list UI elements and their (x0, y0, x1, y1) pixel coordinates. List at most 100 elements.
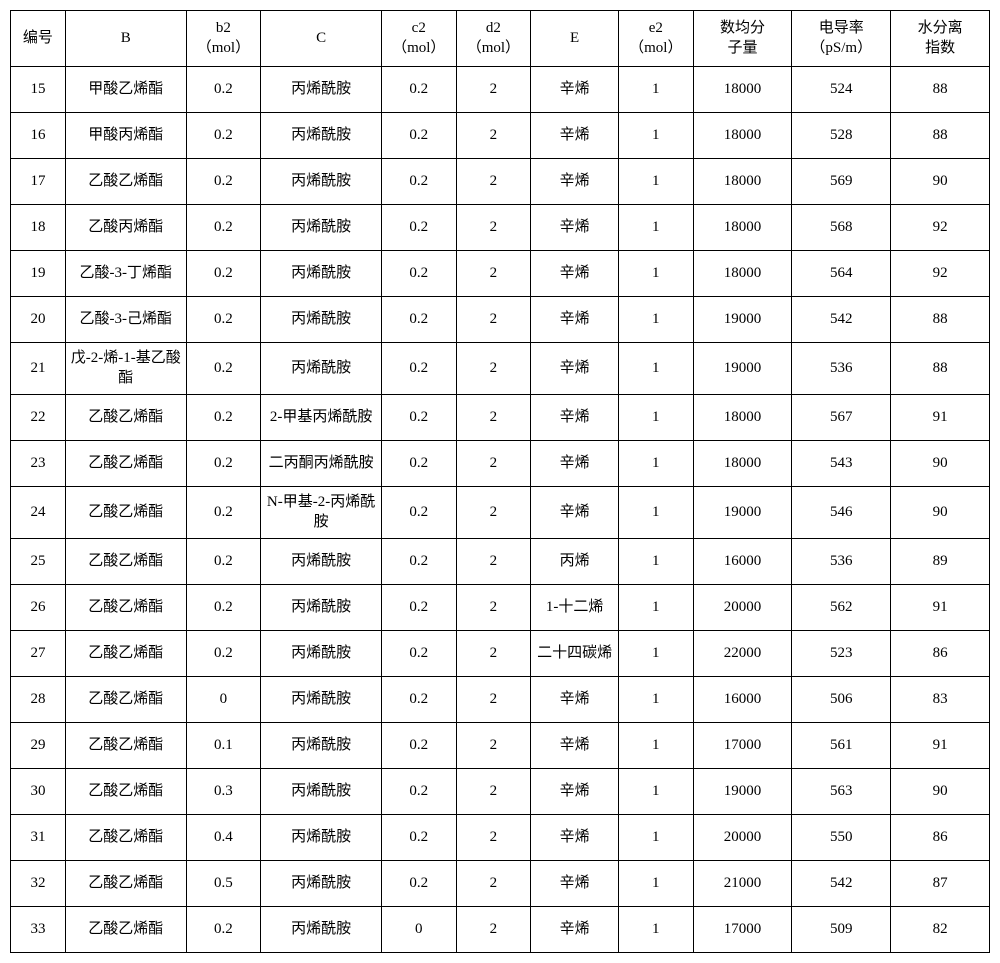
table-cell: 20000 (693, 815, 792, 861)
table-cell: 542 (792, 297, 891, 343)
header-e2: e2 （mol） (618, 11, 693, 67)
table-cell: 524 (792, 67, 891, 113)
table-cell: 1 (618, 251, 693, 297)
table-cell: 18000 (693, 67, 792, 113)
table-cell: 26 (11, 585, 66, 631)
table-cell: 2 (456, 677, 531, 723)
table-cell: 1 (618, 113, 693, 159)
table-cell: 辛烯 (531, 441, 619, 487)
table-cell: 87 (891, 861, 990, 907)
table-cell: 0.2 (381, 395, 456, 441)
table-cell: 0.2 (186, 251, 261, 297)
header-mw: 数均分 子量 (693, 11, 792, 67)
table-cell: 辛烯 (531, 907, 619, 953)
table-cell: 0.2 (186, 343, 261, 395)
table-cell: 91 (891, 585, 990, 631)
table-cell: 15 (11, 67, 66, 113)
table-cell: 0.2 (186, 487, 261, 539)
table-cell: 1 (618, 343, 693, 395)
header-E: E (531, 11, 619, 67)
header-num: 编号 (11, 11, 66, 67)
table-cell: 2 (456, 441, 531, 487)
table-cell: 辛烯 (531, 113, 619, 159)
table-cell: 0 (381, 907, 456, 953)
table-cell: 丙烯 (531, 539, 619, 585)
table-cell: 88 (891, 67, 990, 113)
h-cd-2: （pS/m） (810, 40, 872, 56)
table-cell: 丙烯酰胺 (261, 113, 382, 159)
table-cell: 0.5 (186, 861, 261, 907)
header-row: 编号 B b2 （mol） C c2 （mol） d2 （mol） E e2 （… (11, 11, 990, 67)
table-row: 29乙酸乙烯酯0.1丙烯酰胺0.22辛烯11700056191 (11, 723, 990, 769)
table-cell: 543 (792, 441, 891, 487)
table-cell: 乙酸乙烯酯 (65, 539, 186, 585)
table-cell: 乙酸乙烯酯 (65, 723, 186, 769)
table-cell: 乙酸乙烯酯 (65, 631, 186, 677)
table-cell: 536 (792, 343, 891, 395)
table-cell: 18000 (693, 159, 792, 205)
header-ws: 水分离 指数 (891, 11, 990, 67)
table-cell: 乙酸-3-己烯酯 (65, 297, 186, 343)
table-cell: 丙烯酰胺 (261, 815, 382, 861)
table-cell: 0.2 (381, 769, 456, 815)
table-cell: 90 (891, 441, 990, 487)
table-cell: 568 (792, 205, 891, 251)
table-cell: 乙酸乙烯酯 (65, 815, 186, 861)
table-cell: 1 (618, 487, 693, 539)
table-row: 18乙酸丙烯酯0.2丙烯酰胺0.22辛烯11800056892 (11, 205, 990, 251)
table-cell: 1 (618, 815, 693, 861)
table-cell: 1 (618, 539, 693, 585)
h-mw-2: 子量 (727, 40, 757, 56)
table-cell: 528 (792, 113, 891, 159)
table-cell: 1 (618, 907, 693, 953)
table-cell: 21000 (693, 861, 792, 907)
table-cell: 16000 (693, 539, 792, 585)
header-b2: b2 （mol） (186, 11, 261, 67)
table-cell: 乙酸乙烯酯 (65, 487, 186, 539)
h-e2-2: （mol） (629, 40, 682, 56)
table-cell: 82 (891, 907, 990, 953)
table-cell: 丙烯酰胺 (261, 677, 382, 723)
table-cell: 0.2 (186, 297, 261, 343)
table-cell: 丙烯酰胺 (261, 205, 382, 251)
table-cell: 0.2 (186, 539, 261, 585)
table-row: 28乙酸乙烯酯0丙烯酰胺0.22辛烯11600050683 (11, 677, 990, 723)
table-cell: 1 (618, 441, 693, 487)
table-cell: 戊-2-烯-1-基乙酸酯 (65, 343, 186, 395)
table-cell: 2 (456, 861, 531, 907)
table-cell: 2-甲基丙烯酰胺 (261, 395, 382, 441)
table-cell: 丙烯酰胺 (261, 297, 382, 343)
table-cell: 561 (792, 723, 891, 769)
table-cell: 20 (11, 297, 66, 343)
table-cell: 88 (891, 297, 990, 343)
table-cell: 0.2 (381, 343, 456, 395)
table-cell: 506 (792, 677, 891, 723)
table-cell: 0.2 (186, 205, 261, 251)
table-cell: 562 (792, 585, 891, 631)
table-cell: 16000 (693, 677, 792, 723)
table-cell: 2 (456, 815, 531, 861)
table-cell: 0.2 (381, 487, 456, 539)
header-d2: d2 （mol） (456, 11, 531, 67)
table-cell: 乙酸丙烯酯 (65, 205, 186, 251)
table-cell: 86 (891, 631, 990, 677)
table-cell: 辛烯 (531, 67, 619, 113)
table-row: 30乙酸乙烯酯0.3丙烯酰胺0.22辛烯11900056390 (11, 769, 990, 815)
table-cell: 0.2 (381, 631, 456, 677)
table-cell: 18000 (693, 441, 792, 487)
header-C: C (261, 11, 382, 67)
table-row: 19乙酸-3-丁烯酯0.2丙烯酰胺0.22辛烯11800056492 (11, 251, 990, 297)
table-cell: 0.2 (381, 159, 456, 205)
table-cell: 0.2 (381, 723, 456, 769)
h-b2-1: b2 (216, 20, 231, 36)
table-cell: 22000 (693, 631, 792, 677)
table-cell: 二丙酮丙烯酰胺 (261, 441, 382, 487)
table-cell: 0.2 (186, 631, 261, 677)
table-cell: 丙烯酰胺 (261, 907, 382, 953)
table-cell: 辛烯 (531, 487, 619, 539)
table-cell: 0.4 (186, 815, 261, 861)
table-cell: 辛烯 (531, 861, 619, 907)
table-cell: 18000 (693, 395, 792, 441)
table-cell: 辛烯 (531, 677, 619, 723)
table-cell: 19000 (693, 297, 792, 343)
